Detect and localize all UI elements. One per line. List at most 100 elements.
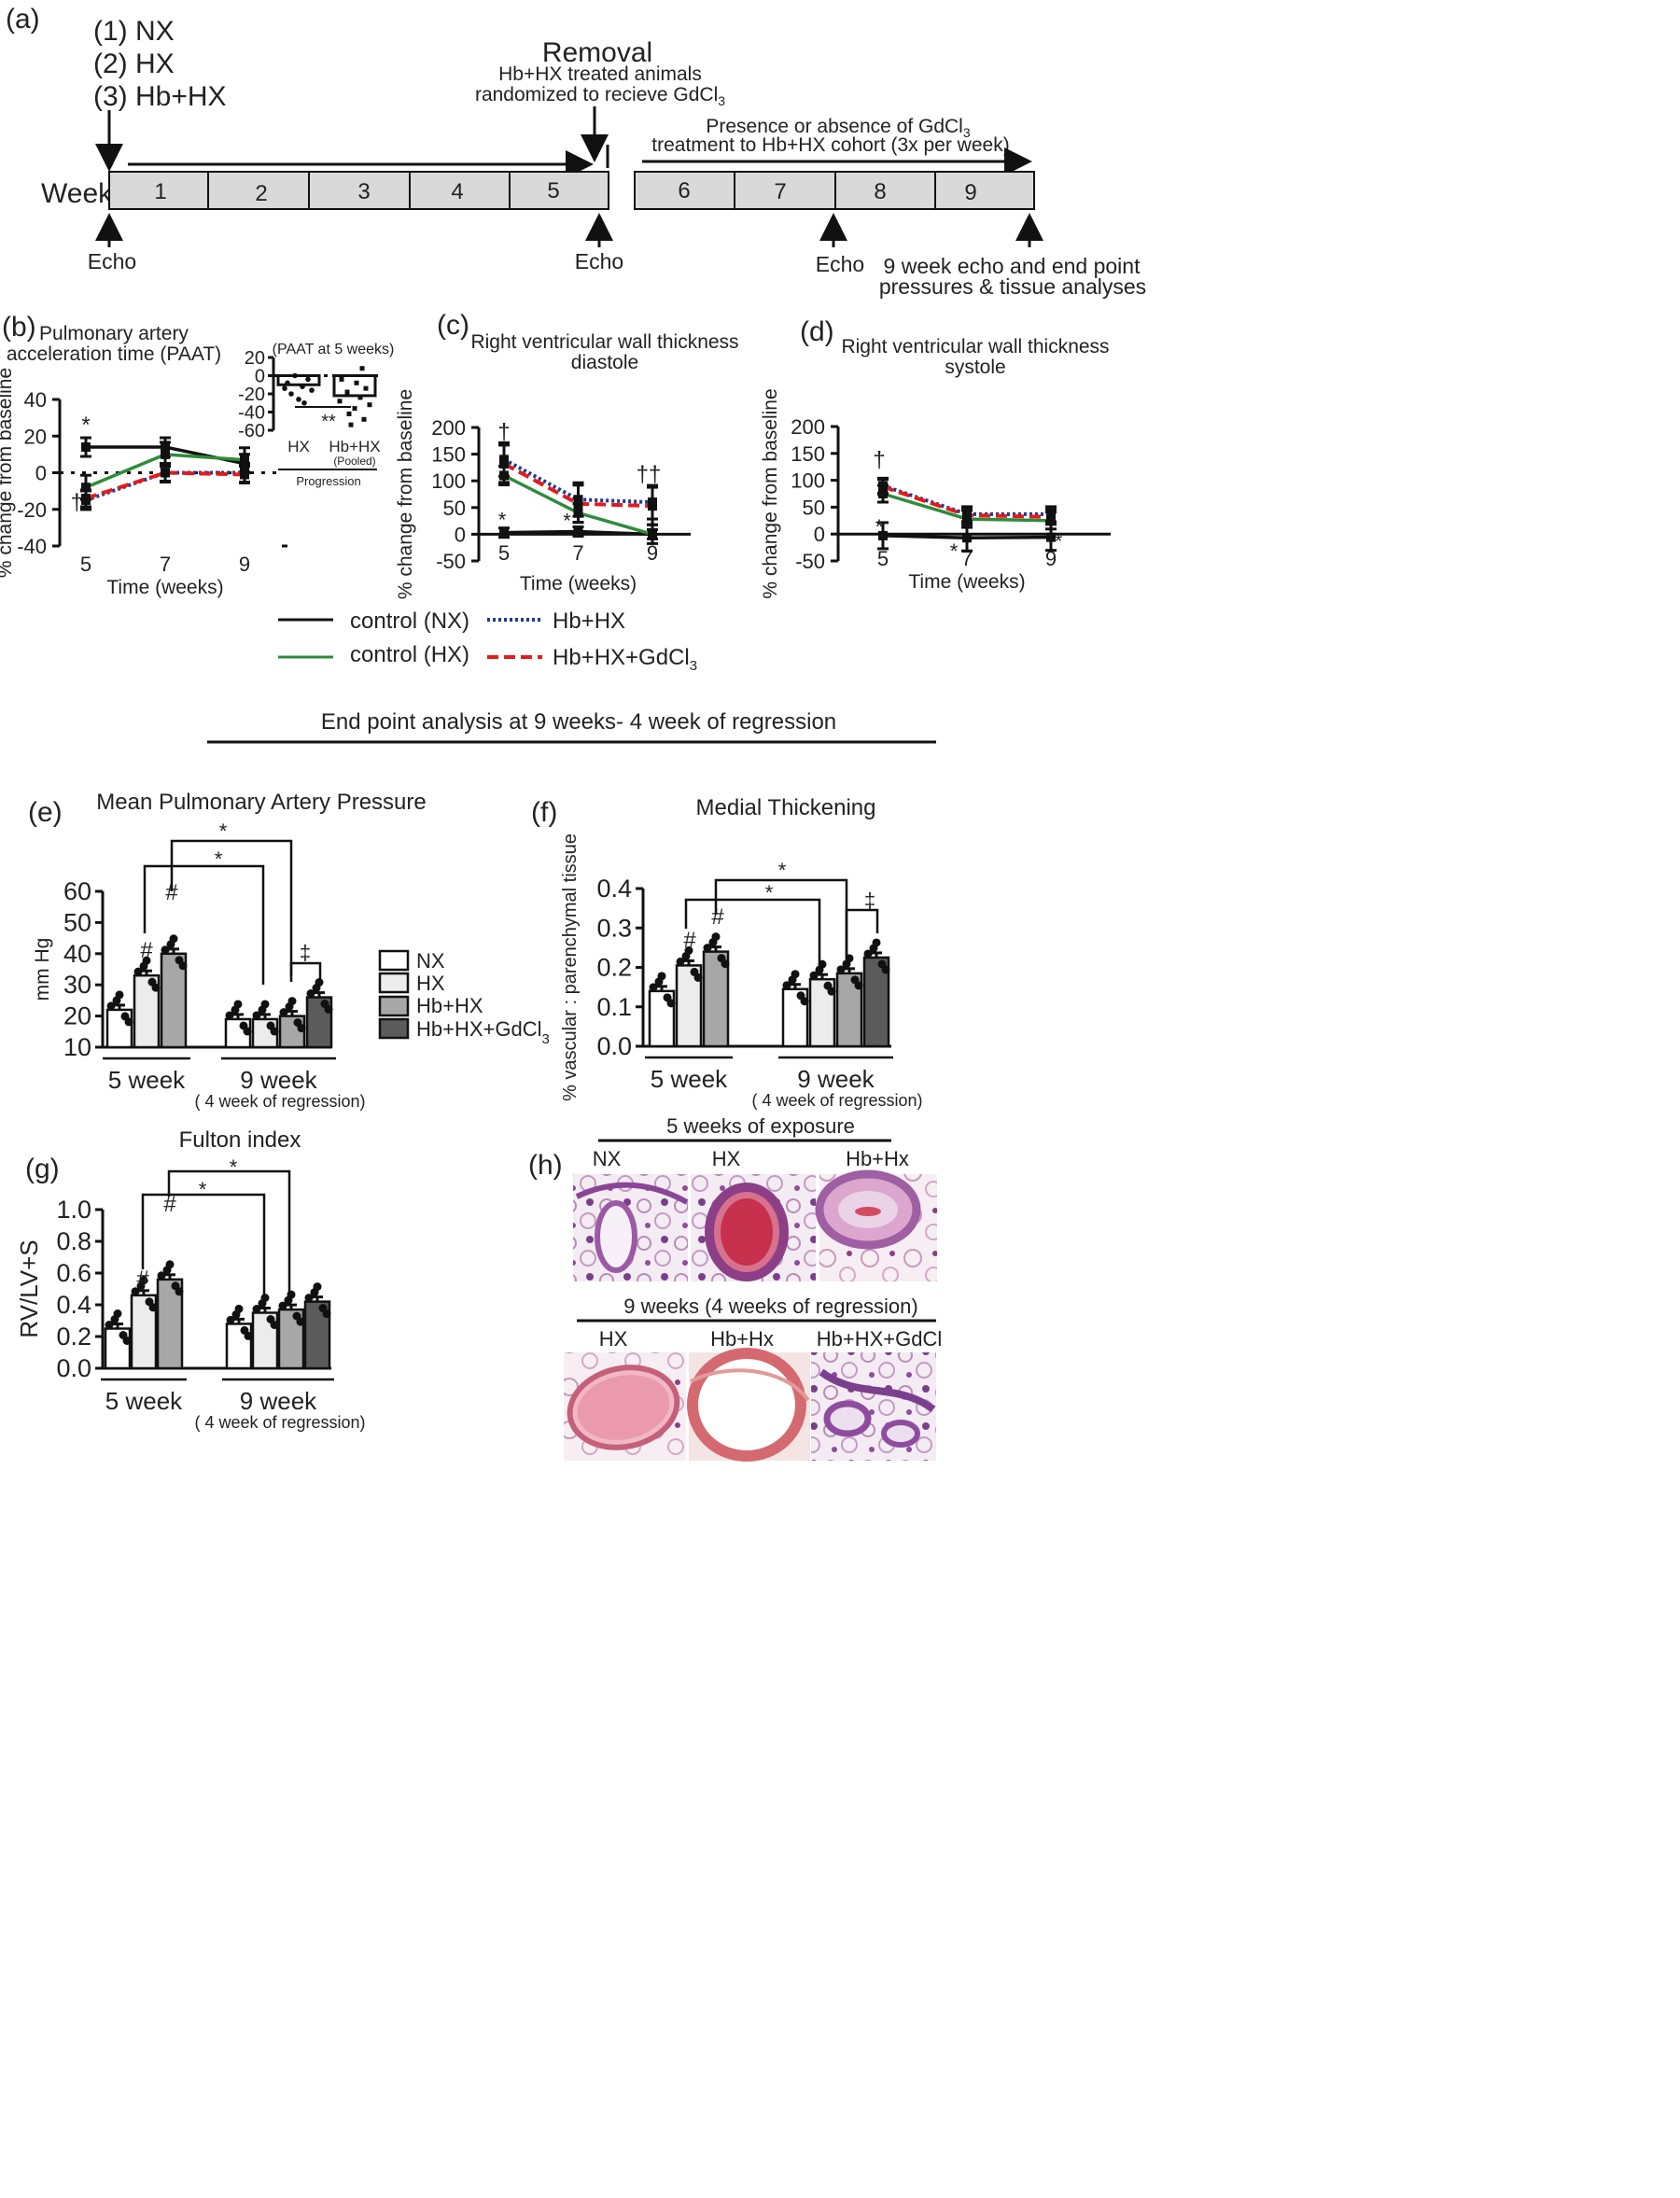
bar-legend-label: Hb+HX (416, 994, 483, 1017)
chart-title: Mean Pulmonary Artery Pressure (96, 790, 426, 815)
inset-y-tick-label: -20 (238, 385, 265, 405)
removal-title: Removal (542, 37, 652, 68)
data-point (139, 1276, 148, 1285)
y-tick-label: 40 (24, 388, 47, 412)
data-point (270, 1321, 279, 1329)
y-tick-label: 0.1 (596, 993, 632, 1021)
group-label: (1) NX (93, 16, 175, 47)
data-point (233, 1000, 243, 1009)
group-label: 5 week (651, 1065, 728, 1093)
comparison-bracket (141, 1193, 266, 1297)
panel-label-a: (a) (6, 4, 40, 35)
comparison-bracket (143, 864, 265, 985)
legend-label-gd: Hb+HX+GdCl3 (553, 645, 697, 674)
histology-label: Hb+Hx (846, 1147, 909, 1170)
data-point (791, 970, 800, 979)
week-number: 1 (154, 179, 166, 204)
chart-title: Right ventricular wall thickness (470, 331, 738, 353)
data-point (703, 944, 712, 953)
group-sublabel: ( 4 week of regression) (194, 1413, 365, 1432)
inset-point (352, 406, 357, 412)
data-point (234, 1304, 244, 1313)
x-tick-label: 5 (877, 547, 889, 570)
data-point (827, 987, 836, 996)
group-label: 5 week (108, 1066, 186, 1094)
bar-legend: NX HX Hb+HX Hb+HX+GdCl3 (378, 949, 550, 1047)
x-axis-label: Time (weeks) (908, 571, 1025, 593)
significance-star: * (230, 1155, 238, 1179)
inset-y-tick-label: 20 (245, 348, 265, 369)
inset-point (363, 385, 369, 391)
significance-dagger: † (497, 419, 510, 444)
x-tick-label: 9 (239, 553, 250, 576)
bar-legend-swatch-hbhx (378, 995, 410, 1017)
y-tick-label: 10 (63, 1033, 91, 1061)
y-tick-label: 20 (63, 1002, 91, 1030)
inset-bar (276, 374, 321, 386)
data-point (782, 981, 791, 990)
week-label: Week (41, 178, 113, 209)
data-point (962, 511, 972, 521)
y-tick-label: 150 (791, 442, 825, 466)
bar-legend-swatch-hx (378, 972, 410, 994)
chart-mpap: Mean Pulmonary Artery Pressure 10 20 30 40 50… (32, 790, 427, 1111)
y-tick-label: -50 (436, 550, 466, 573)
week-number: 5 (547, 178, 559, 203)
chart-title: diastole (571, 352, 638, 373)
significance-star: * (219, 819, 228, 843)
removal-subtitle: Hb+HX treated animals (498, 63, 702, 85)
group-label: 9 week (240, 1387, 317, 1415)
data-point (499, 527, 509, 538)
x-tick-label: 7 (572, 541, 583, 565)
group-sublabel: ( 4 week of regression) (194, 1092, 365, 1111)
data-point (872, 938, 881, 947)
significance-star: * (1055, 530, 1063, 553)
legend-label-hx: control (HX) (350, 642, 469, 667)
data-point (178, 961, 188, 971)
significance-star: * (778, 859, 787, 882)
line-legend: control (NX) control (HX) Hb+HX Hb+HX+Gd… (278, 609, 697, 674)
data-point (297, 1024, 306, 1033)
removal-subtitle: randomized to recieve GdCl3 (475, 84, 725, 108)
inset-x-label: Progression (296, 474, 360, 488)
data-point (1046, 511, 1056, 522)
data-point (684, 945, 693, 955)
x-axis-label: Time (weeks) (106, 577, 223, 598)
presence-text: Presence or absence of GdCl3 (706, 116, 970, 140)
week-number: 8 (874, 179, 886, 204)
histology-label: Hb+HX+GdCl (817, 1327, 943, 1351)
end-point-text: 9 week echo and end point (884, 254, 1141, 278)
week-number: 2 (255, 181, 267, 206)
echo-label: Echo (88, 249, 136, 273)
significance-hash: # (165, 880, 178, 905)
data-point (252, 1305, 261, 1313)
inset-y-tick-label: 0 (255, 367, 265, 387)
y-tick-label: 20 (24, 425, 47, 448)
data-point (573, 498, 583, 509)
bar-legend-label: Hb+HX+GdCl3 (416, 1017, 550, 1047)
y-tick-label: 50 (443, 497, 466, 520)
significance-hash: # (163, 1192, 176, 1217)
y-tick-label: 0.0 (56, 1354, 91, 1382)
data-point (225, 1011, 234, 1020)
data-point (573, 526, 583, 537)
significance-dagger: †† (637, 462, 662, 487)
histology-top-title: 5 weeks of exposure (666, 1114, 855, 1138)
inset-point (367, 402, 372, 408)
y-axis-label: mm Hg (32, 938, 53, 1001)
y-tick-label: 0.3 (596, 914, 632, 942)
significance-star: * (563, 510, 571, 533)
data-point (142, 956, 151, 965)
data-point (304, 1294, 314, 1303)
data-point (278, 1301, 287, 1310)
y-axis-label: % change from baseline (0, 368, 16, 578)
data-point (648, 501, 657, 511)
significance-dagger: † (71, 490, 83, 515)
inset-category-label: Hb+HX (329, 438, 380, 455)
group-label: 9 week (240, 1066, 317, 1094)
bar-legend-swatch-gd (378, 1017, 410, 1040)
data-point (721, 959, 730, 969)
